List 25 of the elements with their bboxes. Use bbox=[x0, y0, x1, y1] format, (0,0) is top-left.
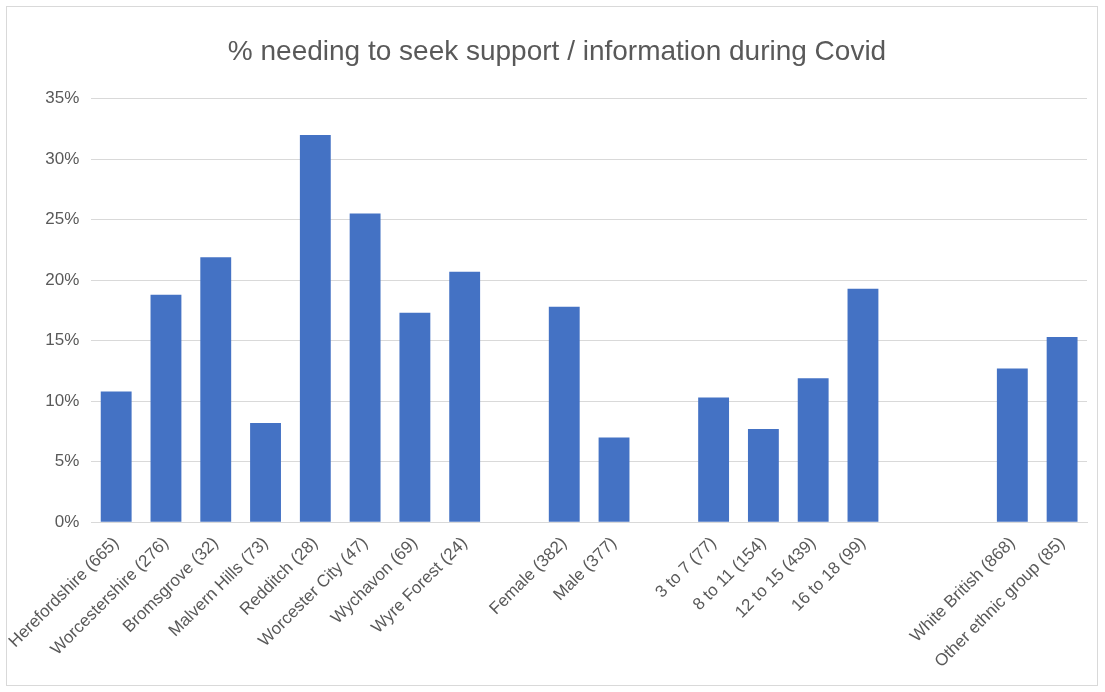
bar bbox=[100, 391, 132, 522]
bar bbox=[1046, 337, 1078, 522]
bar bbox=[847, 288, 879, 522]
y-tick-label: 0% bbox=[54, 511, 80, 531]
bar bbox=[449, 271, 481, 522]
bar bbox=[548, 306, 580, 522]
bar bbox=[399, 312, 431, 522]
bar bbox=[797, 378, 829, 522]
bar bbox=[698, 397, 730, 522]
y-tick-label: 15% bbox=[45, 330, 80, 350]
y-tick-label: 5% bbox=[54, 451, 80, 471]
y-tick-label: 25% bbox=[45, 209, 80, 229]
chart-title: % needing to seek support / information during Covid bbox=[227, 34, 887, 66]
y-tick-label: 30% bbox=[45, 148, 80, 168]
y-tick-label: 10% bbox=[45, 390, 80, 410]
bar bbox=[349, 213, 381, 522]
y-tick-label: 35% bbox=[45, 88, 80, 108]
bar bbox=[150, 294, 182, 522]
bar bbox=[996, 368, 1028, 522]
bar bbox=[200, 257, 232, 522]
bar bbox=[299, 134, 331, 522]
bar bbox=[747, 429, 779, 522]
bar bbox=[598, 437, 630, 522]
bar bbox=[250, 423, 281, 522]
y-tick-label: 20% bbox=[45, 269, 80, 289]
